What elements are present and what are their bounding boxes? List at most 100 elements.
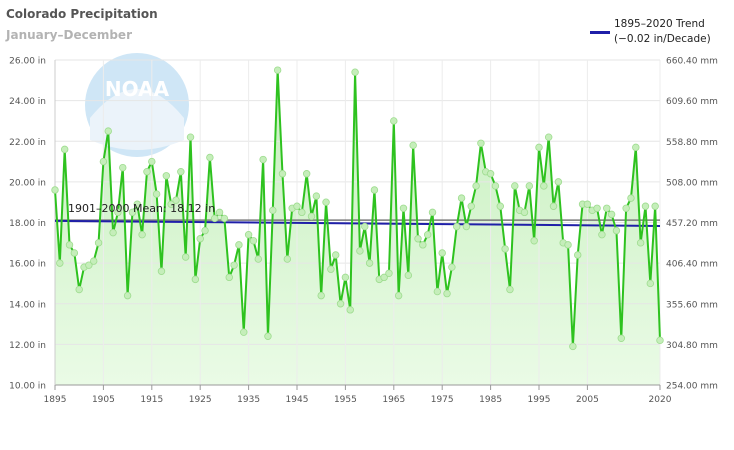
data-point [312, 192, 321, 200]
data-point [346, 306, 354, 314]
data-point [365, 259, 374, 267]
noaa-logo-text: NOAA [105, 77, 170, 101]
x-tick-label: 1915 [140, 395, 163, 405]
data-point [438, 249, 446, 257]
data-point [215, 208, 224, 217]
data-point [419, 241, 427, 249]
x-tick-label: 1945 [286, 395, 309, 405]
data-point [453, 222, 461, 231]
x-tick-label: 1925 [189, 395, 212, 405]
data-point [554, 178, 563, 186]
data-point [148, 157, 156, 166]
data-point [632, 143, 640, 152]
data-point [327, 265, 335, 273]
data-point [351, 68, 359, 76]
data-point [627, 194, 635, 202]
y-tick-label-left: 10.00 in [9, 382, 46, 392]
data-point [380, 273, 388, 282]
data-point [259, 155, 267, 164]
data-point [128, 208, 137, 217]
data-point [133, 200, 141, 208]
data-point [196, 235, 204, 243]
data-point [172, 196, 180, 204]
data-point [143, 168, 151, 176]
data-point [564, 241, 572, 249]
x-tick-label: 1935 [237, 395, 260, 405]
x-tick-label: 1905 [92, 395, 115, 405]
data-point [462, 222, 471, 231]
data-point [549, 202, 558, 210]
y-tick-label-right: 609.60 mm [666, 97, 718, 107]
data-point [506, 285, 514, 294]
data-point [56, 259, 64, 267]
data-point [511, 182, 519, 190]
data-point [206, 153, 214, 162]
precipitation-area [55, 70, 660, 385]
data-point [612, 226, 621, 235]
data-point [593, 204, 601, 212]
precipitation-line [54, 69, 661, 348]
data-point [520, 208, 529, 217]
data-point [317, 291, 325, 300]
x-tick-label: 1895 [44, 395, 67, 405]
data-point [157, 267, 166, 275]
data-point [60, 145, 69, 154]
y-tick-label-left: 26.00 in [9, 57, 46, 67]
chart-title: Colorado Precipitation [6, 7, 158, 21]
y-tick-label-left: 24.00 in [9, 97, 46, 107]
data-point [278, 170, 287, 178]
data-point [230, 261, 238, 269]
data-point [540, 182, 548, 190]
data-point [191, 275, 200, 284]
x-tick-label: 1995 [528, 395, 551, 405]
data-point [283, 255, 292, 263]
data-point [240, 328, 248, 336]
data-point [574, 251, 582, 259]
y-tick-label-left: 12.00 in [9, 341, 46, 351]
data-point [370, 186, 379, 194]
data-point [622, 204, 630, 212]
data-point [448, 263, 456, 271]
data-point [152, 190, 161, 198]
x-tick-label: 2005 [576, 395, 599, 405]
data-point [433, 287, 442, 296]
x-tick-label: 1975 [431, 395, 454, 405]
noaa-logo-wave [90, 89, 184, 150]
x-tick-label: 1965 [382, 395, 405, 405]
data-point [70, 249, 79, 257]
data-point [501, 245, 509, 253]
y-tick-label-right: 457.20 mm [666, 219, 718, 229]
data-point [293, 202, 301, 210]
data-point [119, 163, 127, 172]
data-point [65, 241, 74, 249]
y-tick-label-left: 16.00 in [9, 260, 46, 270]
y-tick-label-right: 508.00 mm [666, 178, 718, 188]
data-point [298, 208, 306, 217]
chart-subtitle: January–December [6, 28, 132, 42]
data-point [409, 141, 417, 150]
data-point [269, 206, 277, 215]
data-point [123, 291, 132, 300]
data-point [249, 237, 258, 245]
data-point [636, 239, 645, 247]
data-point [428, 208, 437, 217]
data-point [496, 202, 504, 210]
legend-label-line2: (−0.02 in/Decade) [614, 33, 711, 45]
data-point [535, 143, 543, 152]
data-point [177, 168, 185, 176]
y-tick-label-right: 355.60 mm [666, 300, 718, 310]
legend-trend-swatch [590, 31, 610, 34]
data-point [244, 230, 253, 239]
data-point [603, 204, 611, 212]
data-point [525, 182, 534, 190]
data-point [85, 261, 93, 269]
data-point [646, 279, 655, 288]
data-point [138, 230, 146, 239]
data-point [302, 170, 311, 178]
x-tick-label: 1985 [479, 395, 502, 405]
data-point [607, 210, 616, 219]
data-point [167, 200, 175, 208]
data-point [598, 230, 606, 239]
data-point [235, 241, 243, 249]
data-point [414, 235, 422, 243]
